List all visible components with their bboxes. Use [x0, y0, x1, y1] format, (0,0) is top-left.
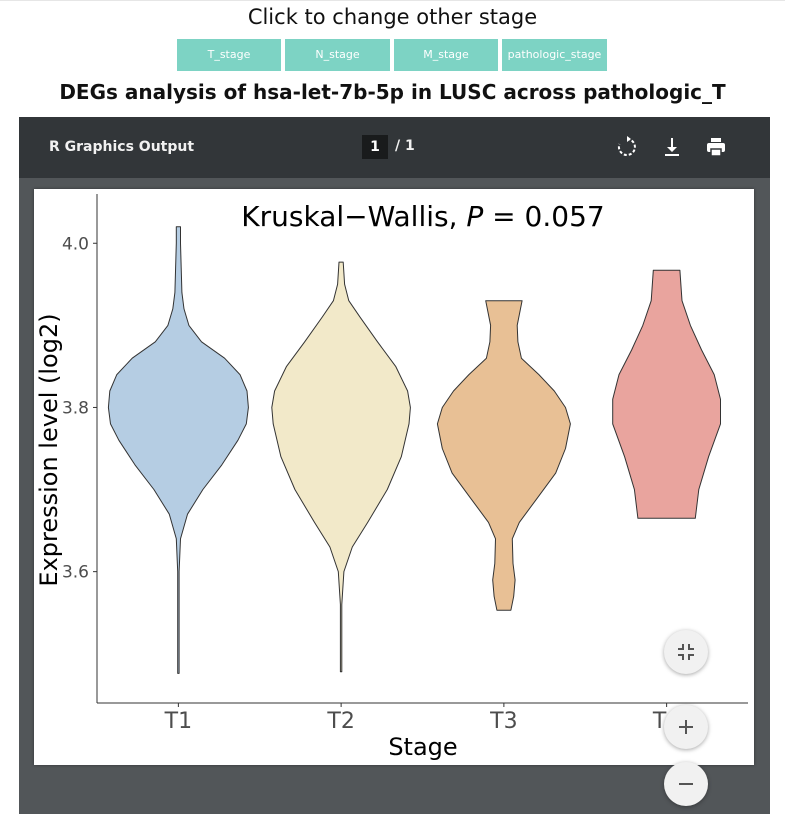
page-number-input[interactable]: 1: [362, 135, 388, 159]
violin-chart: 3.63.84.0 T1T2T3T4 Kruskal−Wallis, P = 0…: [35, 194, 748, 761]
x-tick-label: T2: [326, 709, 354, 734]
y-ticks: 3.6 3.8 4.0: [62, 234, 97, 583]
pathologic-stage-button[interactable]: pathologic_stage: [502, 39, 607, 71]
zoom-in-button[interactable]: [664, 705, 708, 749]
zoom-out-button[interactable]: [664, 762, 708, 806]
stage-button-row: T_stage N_stage M_stage pathologic_stage: [0, 39, 785, 71]
zoom-out-icon: [679, 783, 693, 785]
m-stage-button[interactable]: M_stage: [394, 39, 498, 71]
y-axis-label: Expression level (log2): [35, 313, 63, 586]
x-tick-label: T3: [489, 709, 517, 734]
n-stage-button[interactable]: N_stage: [285, 39, 390, 71]
page-title: DEGs analysis of hsa-let-7b-5p in LUSC a…: [59, 80, 726, 104]
x-ticks: T1T2T3T4: [164, 703, 680, 734]
violin-t3: [436, 300, 571, 611]
x-axis-label: Stage: [388, 733, 457, 761]
x-tick-label: T1: [164, 709, 192, 734]
violin-t2: [271, 261, 411, 673]
t-stage-button[interactable]: T_stage: [177, 39, 281, 71]
rotate-icon[interactable]: [615, 135, 639, 159]
y-tick-label: 4.0: [62, 234, 89, 254]
page-total: / 1: [395, 138, 415, 154]
fit-page-icon: [678, 644, 694, 660]
zoom-in-icon: [679, 720, 693, 734]
y-tick-label: 3.8: [62, 398, 89, 418]
viewer-title: R Graphics Output: [49, 139, 195, 155]
chart-title: Kruskal−Wallis, P = 0.057: [241, 200, 604, 233]
violin-t4: [612, 269, 721, 519]
violin-layer: [107, 226, 721, 674]
graphics-viewer: R Graphics Output 1 / 1: [19, 117, 770, 814]
print-icon[interactable]: [704, 135, 728, 159]
viewer-toolbar: R Graphics Output 1 / 1: [19, 117, 770, 178]
stage-heading: Click to change other stage: [247, 5, 538, 29]
violin-t1: [107, 226, 249, 674]
download-icon[interactable]: [660, 135, 684, 159]
fit-page-button[interactable]: [664, 630, 708, 674]
y-tick-label: 3.6: [62, 563, 89, 583]
top-divider: [0, 0, 785, 1]
plot-canvas: 3.63.84.0 T1T2T3T4 Kruskal−Wallis, P = 0…: [34, 189, 754, 765]
